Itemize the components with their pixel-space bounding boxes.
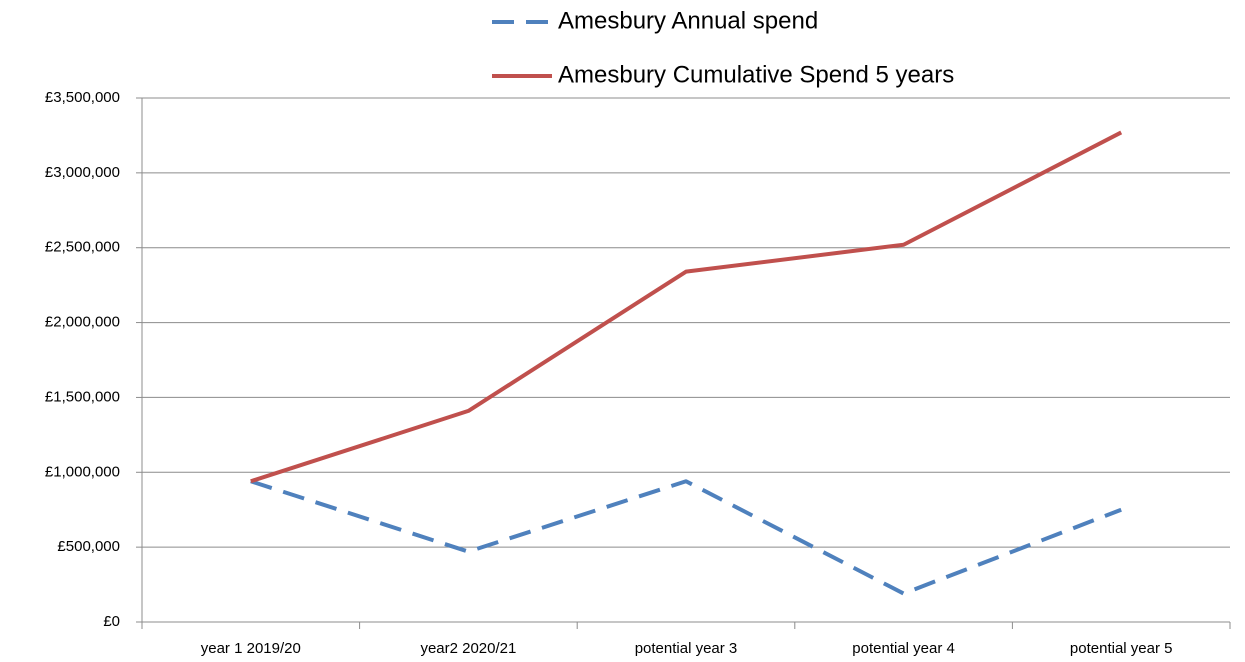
x-tick-label: year 1 2019/20 [201,640,301,657]
series-line [250,130,1123,484]
x-tick-label: potential year 5 [1070,640,1173,657]
y-tick-label: £2,500,000 [45,239,120,256]
x-tick-label: year2 2020/21 [420,640,516,657]
y-tick-label: £3,000,000 [45,164,120,181]
legend-label: Amesbury Annual spend [558,7,818,34]
x-tick-label: potential year 4 [852,640,955,657]
y-tick-label: £2,000,000 [45,314,120,331]
y-tick-label: £3,500,000 [45,89,120,106]
x-tick-label: potential year 3 [635,640,738,657]
y-tick-label: £1,500,000 [45,388,120,405]
y-tick-label: £500,000 [57,538,120,555]
legend-label: Amesbury Cumulative Spend 5 years [558,61,954,88]
series-line [250,479,1122,596]
y-tick-label: £1,000,000 [45,463,120,480]
y-tick-label: £0 [103,613,120,630]
